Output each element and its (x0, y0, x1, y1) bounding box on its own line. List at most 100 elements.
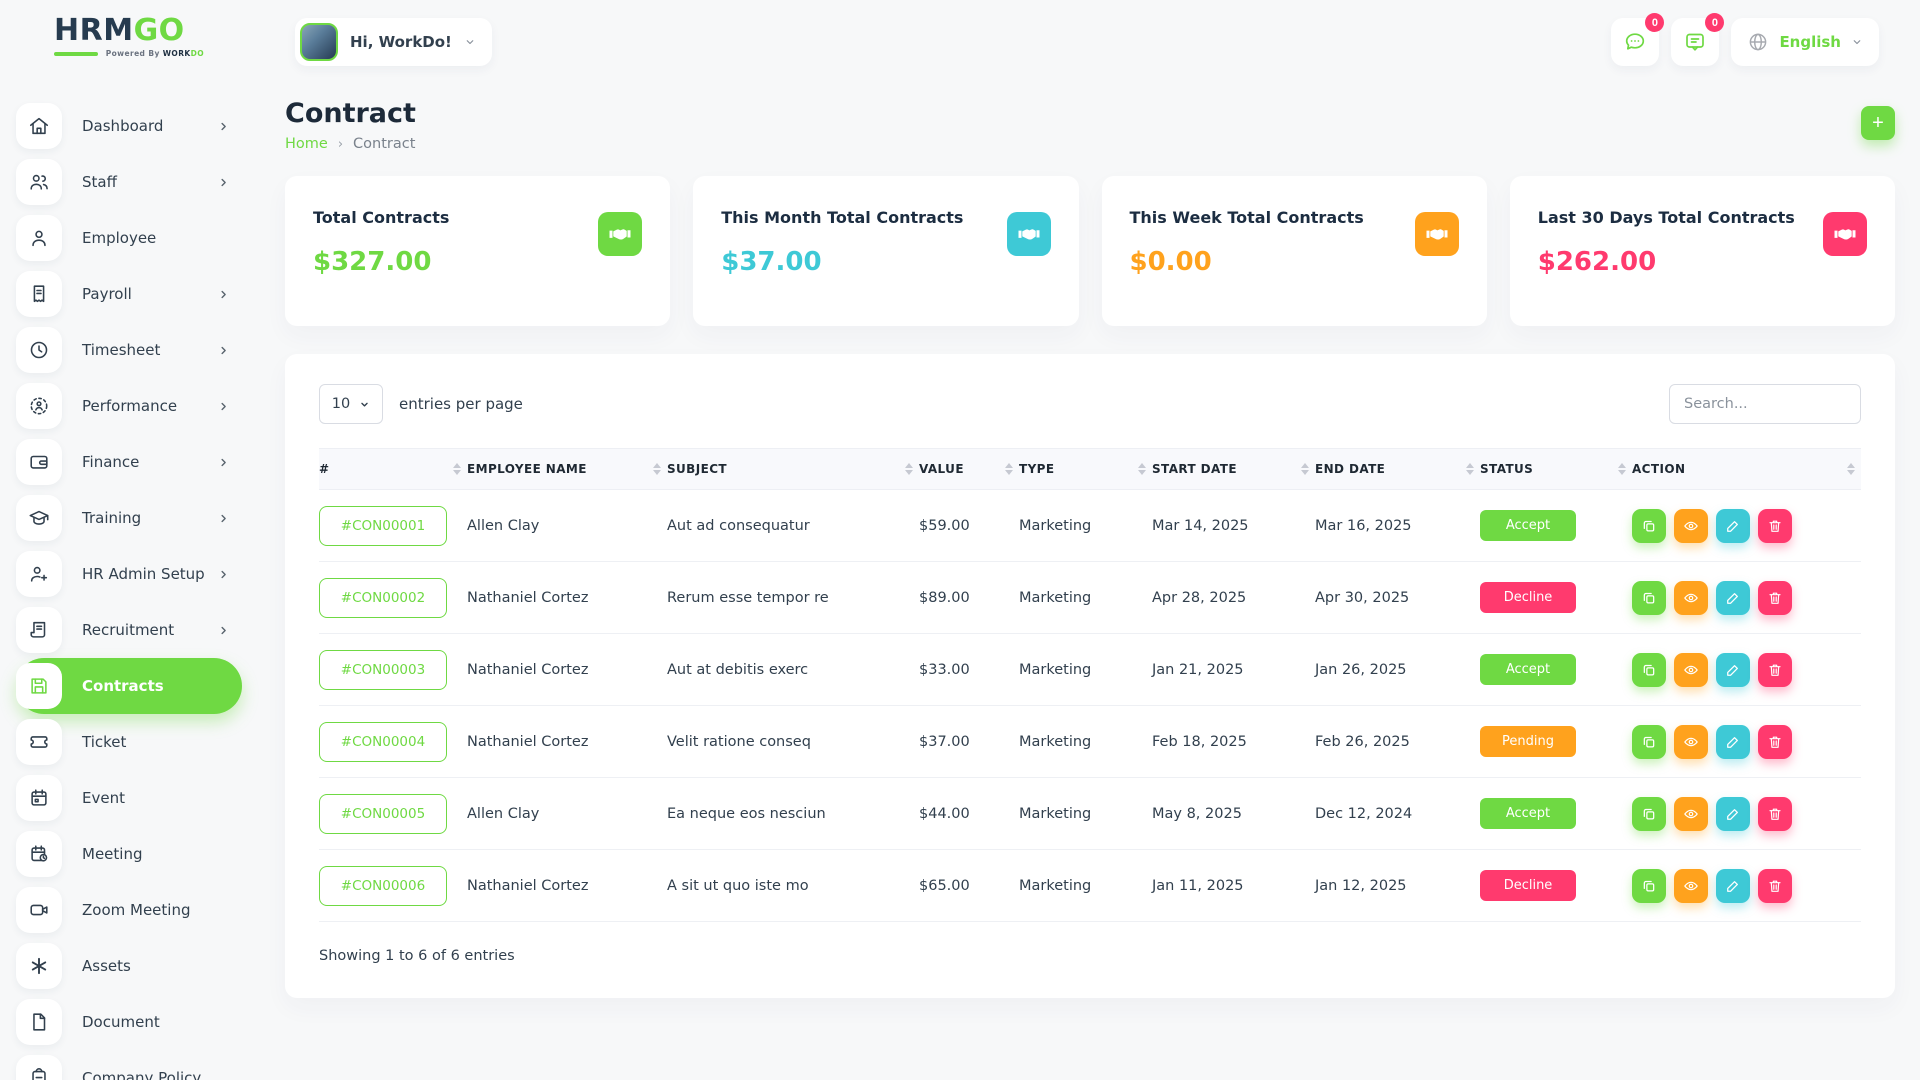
column-header-subject[interactable]: SUBJECT (667, 448, 919, 490)
breadcrumb-current: Contract (353, 136, 416, 152)
sidebar-item-timesheet[interactable]: Timesheet (16, 322, 242, 378)
breadcrumb-home-link[interactable]: Home (285, 136, 328, 152)
column-header-status[interactable]: STATUS (1480, 448, 1632, 490)
logo-text-hrm: HRM (54, 13, 134, 48)
sidebar-item-recruitment[interactable]: Recruitment (16, 602, 242, 658)
sidebar-item-label: Employee (82, 229, 157, 247)
sidebar-item-assets[interactable]: Assets (16, 938, 242, 994)
status-badge[interactable]: Decline (1480, 582, 1576, 613)
view-button[interactable] (1674, 796, 1708, 831)
chevron-down-icon (1851, 36, 1863, 48)
duplicate-button[interactable] (1632, 796, 1666, 831)
contract-id-badge[interactable]: #CON00004 (319, 721, 447, 762)
delete-button[interactable] (1758, 724, 1792, 759)
cell-actions (1632, 778, 1861, 850)
status-badge[interactable]: Accept (1480, 798, 1576, 829)
delete-button[interactable] (1758, 868, 1792, 903)
column-header-start-date[interactable]: START DATE (1152, 448, 1315, 490)
sort-arrows-icon (905, 463, 913, 475)
meeting-icon (16, 831, 62, 877)
sidebar-item-staff[interactable]: Staff (16, 154, 242, 210)
recruitment-icon (16, 607, 62, 653)
duplicate-button[interactable] (1632, 580, 1666, 615)
column-header-type[interactable]: TYPE (1019, 448, 1152, 490)
contract-id-badge[interactable]: #CON00002 (319, 577, 447, 618)
entries-per-page-label: entries per page (399, 395, 523, 413)
chevron-down-icon (359, 399, 370, 410)
contract-id-badge[interactable]: #CON00001 (319, 505, 447, 546)
column-header-value[interactable]: VALUE (919, 448, 1019, 490)
sidebar-item-employee[interactable]: Employee (16, 210, 242, 266)
status-badge[interactable]: Pending (1480, 726, 1576, 757)
status-badge[interactable]: Accept (1480, 654, 1576, 685)
duplicate-button[interactable] (1632, 508, 1666, 543)
notification-button-chat-bubble[interactable]: 0 (1611, 13, 1665, 66)
table-row: #CON00001 Allen Clay Aut ad consequatur $59… (319, 490, 1861, 562)
sidebar-item-finance[interactable]: Finance (16, 434, 242, 490)
cell-actions (1632, 562, 1861, 634)
sidebar-item-label: Performance (82, 397, 178, 415)
view-button[interactable] (1674, 580, 1708, 615)
delete-button[interactable] (1758, 652, 1792, 687)
delete-button[interactable] (1758, 796, 1792, 831)
pencil-icon (1725, 734, 1741, 750)
cell-actions (1632, 850, 1861, 922)
sidebar-item-ticket[interactable]: Ticket (16, 714, 242, 770)
stat-card-this-week-total-contracts: This Week Total Contracts $0.00 (1101, 176, 1487, 326)
duplicate-button[interactable] (1632, 724, 1666, 759)
user-menu[interactable]: Hi, WorkDo! (295, 18, 492, 66)
sidebar-item-label: Timesheet (82, 341, 161, 359)
duplicate-button[interactable] (1632, 868, 1666, 903)
sort-arrows-icon (1301, 463, 1309, 475)
status-badge[interactable]: Decline (1480, 870, 1576, 901)
sort-arrows-icon (1138, 463, 1146, 475)
stat-card-value: $262.00 (1537, 247, 1657, 277)
column-header-action[interactable]: ACTION (1632, 448, 1861, 490)
search-input[interactable] (1669, 384, 1861, 424)
sidebar-item-document[interactable]: Document (16, 994, 242, 1050)
edit-button[interactable] (1716, 724, 1750, 759)
cell-employee-name: Nathaniel Cortez (467, 589, 589, 606)
home-icon (16, 103, 62, 149)
status-badge[interactable]: Accept (1480, 510, 1576, 541)
duplicate-button[interactable] (1632, 652, 1666, 687)
sidebar-item-event[interactable]: Event (16, 770, 242, 826)
language-selector[interactable]: English (1731, 18, 1879, 66)
notification-button-feedback-message[interactable]: 0 (1671, 13, 1725, 66)
cell-contract-id: #CON00003 (319, 634, 467, 706)
sidebar-item-company-policy[interactable]: Company Policy (16, 1050, 242, 1080)
sidebar-item-meeting[interactable]: Meeting (16, 826, 242, 882)
view-button[interactable] (1674, 724, 1708, 759)
contract-id-badge[interactable]: #CON00005 (319, 793, 447, 834)
edit-button[interactable] (1716, 508, 1750, 543)
column-header--[interactable]: # (319, 448, 467, 490)
entries-per-page-select[interactable]: 10 (319, 384, 383, 424)
sidebar-item-dashboard[interactable]: Dashboard (16, 98, 242, 154)
edit-button[interactable] (1716, 796, 1750, 831)
sidebar-item-performance[interactable]: Performance (16, 378, 242, 434)
view-button[interactable] (1674, 868, 1708, 903)
brand-logo[interactable]: HRMGO Powered By WORKDO (0, 14, 258, 86)
sidebar-item-payroll[interactable]: Payroll (16, 266, 242, 322)
sidebar-item-hr-admin-setup[interactable]: HR Admin Setup (16, 546, 242, 602)
logo-tagline: Powered By WORKDO (54, 49, 204, 58)
sidebar-item-contracts[interactable]: Contracts (16, 658, 242, 714)
delete-button[interactable] (1758, 580, 1792, 615)
edit-button[interactable] (1716, 868, 1750, 903)
table-controls: 10 entries per page (285, 354, 1895, 448)
view-button[interactable] (1674, 652, 1708, 687)
column-header-end-date[interactable]: END DATE (1315, 448, 1480, 490)
event-icon (16, 775, 62, 821)
delete-button[interactable] (1758, 508, 1792, 543)
column-header-employee-name[interactable]: EMPLOYEE NAME (467, 448, 667, 490)
cell-subject: Aut at debitis exerc (667, 661, 809, 678)
sidebar-item-training[interactable]: Training (16, 490, 242, 546)
view-button[interactable] (1674, 508, 1708, 543)
add-contract-button[interactable]: + (1861, 106, 1895, 140)
edit-button[interactable] (1716, 652, 1750, 687)
contract-id-badge[interactable]: #CON00003 (319, 649, 447, 690)
sidebar-item-zoom-meeting[interactable]: Zoom Meeting (16, 882, 242, 938)
contract-id-badge[interactable]: #CON00006 (319, 865, 447, 906)
edit-button[interactable] (1716, 580, 1750, 615)
cell-start-date: Jan 11, 2025 (1152, 877, 1244, 894)
